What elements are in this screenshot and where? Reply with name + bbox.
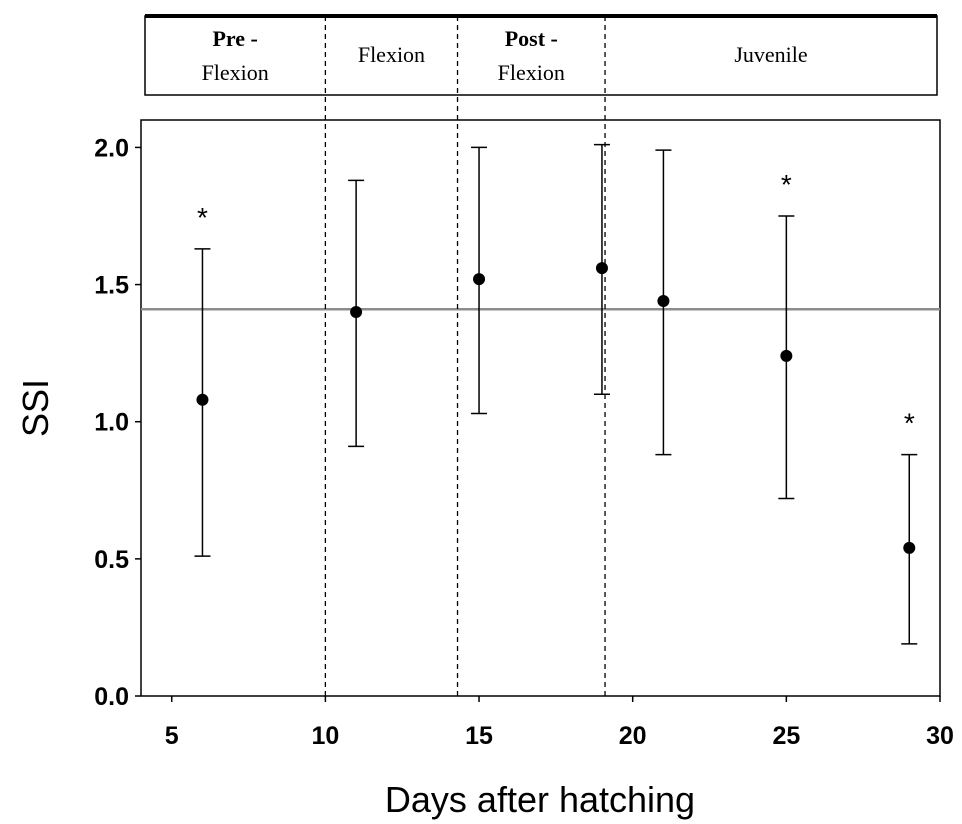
y-axis-title: SSI [15,379,56,437]
data-point [903,541,916,554]
x-tick-label: 25 [772,722,800,750]
y-tick-label: 0.0 [94,683,129,711]
y-tick-label: 0.5 [94,546,129,574]
stage-label: Pre - [212,26,257,51]
y-tick-label: 1.0 [94,409,129,437]
x-axis-title: Days after hatching [385,779,695,820]
x-tick-label: 30 [926,722,954,750]
data-point [780,349,793,362]
x-tick-label: 20 [619,722,647,750]
x-tick-label: 15 [465,722,493,750]
y-tick-label: 1.5 [94,272,129,300]
data-point [350,306,363,318]
plot-frame [140,119,941,697]
x-tick-label: 10 [311,722,339,750]
significance-marker: * [904,408,915,439]
stage-label: Flexion [358,42,425,67]
data-point [595,262,608,275]
y-tick-label: 2.0 [94,134,129,162]
data-point [473,273,486,286]
stage-label: Flexion [498,60,565,85]
data-point [657,295,670,308]
x-tick-label: 5 [165,722,179,750]
stage-label: Flexion [202,60,269,85]
stage-header: Pre - Flexion Flexion Post - Flexion Juvenile [144,14,938,96]
significance-marker: * [781,169,792,200]
significance-marker: * [197,202,208,233]
stage-label: Post - [505,26,558,51]
data-point [196,393,209,406]
plot-layer: 0.0 0.5 1.0 1.5 2.0 5 10 15 20 25 30 * * * [94,16,954,750]
stage-label: Juvenile [734,42,807,67]
